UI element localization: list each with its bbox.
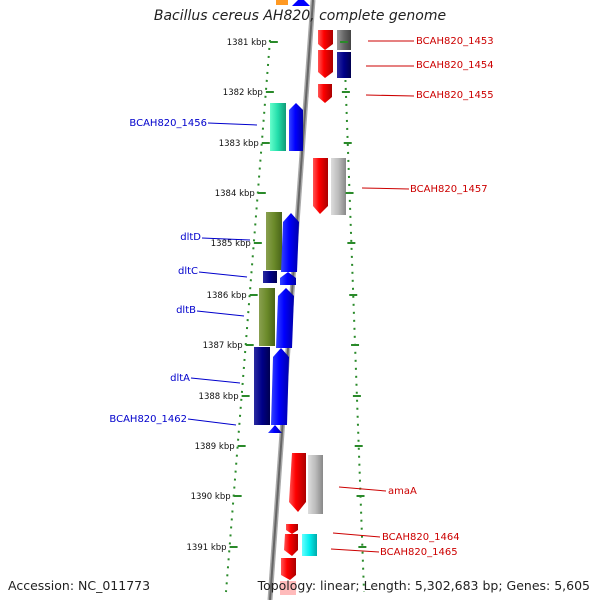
partial-gene-blue [292,0,310,6]
gene-label-dltA[interactable]: dltA [170,373,190,384]
gene-leader-line [198,271,248,278]
tick-label: 1388 kbp [199,392,239,402]
gene-leader-line [187,418,237,426]
gene-leader-line [361,187,410,190]
gene-dltA [254,347,270,425]
gene-label-dltC[interactable]: dltC [178,266,198,277]
tick-label: 1387 kbp [203,341,243,351]
gene-leader-line [365,94,415,97]
gene-label-BCAH820_1464[interactable]: BCAH820_1464 [382,532,460,543]
tick-label: 1383 kbp [219,139,259,149]
gene-label-BCAH820_1465[interactable]: BCAH820_1465 [380,547,458,558]
gene-leader-line [207,122,258,126]
gene-label-BCAH820_1453[interactable]: BCAH820_1453 [416,36,494,47]
gene-BCAH820_1455 [318,84,332,103]
tick-label: 1389 kbp [195,442,235,452]
gene-leader-line [332,532,381,538]
right-ruler [343,39,365,593]
gene-BCAH820_1454 [318,50,333,78]
gene-leader-line [196,310,245,317]
tick-label: 1385 kbp [211,239,251,249]
gene-BCAH820_1462 [268,425,282,433]
tick-label: 1382 kbp [223,88,263,98]
gene-label-BCAH820_1454[interactable]: BCAH820_1454 [416,60,494,71]
gene-dltD [266,212,282,270]
gene-leader-line [190,377,241,384]
accession-text: Accession: NC_011773 [8,578,151,593]
gene-label-BCAH820_1457[interactable]: BCAH820_1457 [410,184,488,195]
gene-leader-line [338,486,387,492]
map-title: Bacillus cereus AH820, complete genome [153,8,447,24]
partial-gene-orange [276,0,288,5]
gene-label-dltD[interactable]: dltD [180,232,201,243]
gene-dltC [263,271,277,283]
gene-label-BCAH820_1455[interactable]: BCAH820_1455 [416,90,494,101]
gene-label-BCAH820_1462[interactable]: BCAH820_1462 [109,414,187,425]
gene-dltB [259,288,275,346]
gene-BCAH820_1464 [286,524,298,534]
gene-BCAH820_1456 [270,103,286,151]
gene-amaA [289,453,306,512]
tick-label: 1381 kbp [227,38,267,48]
tick-label: 1390 kbp [191,492,231,502]
gene-label-amaA[interactable]: amaA [388,486,417,497]
gene-BCAH820_1465 [302,534,317,556]
genome-summary: Topology: linear; Length: 5,302,683 bp; … [257,578,590,593]
gene-BCAH820_1453 [318,30,333,50]
gene-leader-line [330,548,380,553]
tick-label: 1391 kbp [187,543,227,553]
tick-label: 1386 kbp [207,291,247,301]
gene-label-BCAH820_1456[interactable]: BCAH820_1456 [129,118,207,129]
gene-label-dltB[interactable]: dltB [176,305,196,316]
gene-leader-line [201,237,251,241]
tick-label: 1384 kbp [215,189,255,199]
gene-BCAH820_1457 [313,158,328,214]
